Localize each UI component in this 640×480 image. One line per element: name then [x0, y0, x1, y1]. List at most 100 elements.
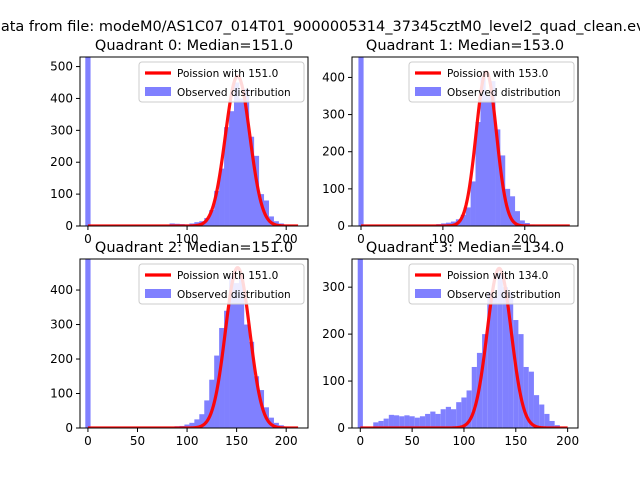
histogram-bar	[258, 194, 265, 226]
plot-content	[357, 259, 569, 428]
subplot-title: Quadrant 2: Median=151.0	[95, 240, 293, 256]
x-tick-label: 200	[556, 434, 579, 448]
histogram-bar	[233, 283, 240, 428]
axes-frame	[351, 258, 579, 429]
histogram-bar	[480, 77, 486, 226]
histogram-bar	[229, 276, 235, 428]
legend-label-observed: Observed distribution	[447, 289, 561, 301]
plot-content	[85, 259, 299, 428]
y-tick-label: 0	[65, 421, 73, 435]
histogram-bar	[357, 259, 363, 428]
histogram-bar	[492, 296, 498, 428]
histogram-bar	[456, 402, 462, 428]
legend-label-poisson: Poission with 151.0	[177, 270, 278, 282]
x-tick-label: 100	[176, 434, 199, 448]
histogram-bar	[409, 416, 415, 428]
histogram-bar	[393, 415, 400, 428]
legend-label-observed: Observed distribution	[177, 87, 291, 99]
x-tick-label: 50	[404, 434, 419, 448]
histogram-bar	[461, 397, 467, 428]
subplot-2: 0 50 100 150 200 0 100 200 300 400 Poission with 1…	[50, 258, 309, 448]
histogram-bar	[358, 57, 364, 226]
y-tick-label: 400	[50, 91, 73, 105]
axes-frame	[79, 56, 309, 227]
histogram-bar	[209, 379, 215, 428]
histogram-bar	[194, 419, 200, 428]
legend: Poission with 153.0 Observed distribution	[408, 61, 575, 103]
histogram-bar	[451, 409, 457, 428]
y-tick-label: 100	[322, 374, 345, 388]
histogram-bar	[199, 414, 205, 428]
subplot-3: 0 50 100 150 200 0 100 200 300 Poission with 134.…	[322, 258, 579, 448]
y-tick-label: 100	[50, 187, 73, 201]
x-tick-label: 100	[431, 232, 454, 246]
y-tick-label: 300	[50, 123, 73, 137]
histogram-bar	[549, 420, 555, 428]
y-tick-label: 100	[50, 387, 73, 401]
x-tick-label: 0	[357, 232, 365, 246]
histogram-bar	[189, 422, 195, 428]
y-tick-label: 100	[322, 182, 345, 196]
histogram-bar	[475, 122, 481, 226]
histogram-bar	[243, 324, 250, 428]
histogram-bar	[485, 96, 491, 226]
y-tick-label: 200	[50, 352, 73, 366]
y-tick-label: 0	[337, 421, 345, 435]
histogram-bar	[508, 291, 514, 428]
histogram-bar	[253, 155, 260, 226]
legend: Poission with 151.0 Observed distribution	[138, 61, 305, 103]
x-tick-label: 150	[504, 434, 527, 448]
x-tick-label: 0	[356, 434, 364, 448]
x-tick-label: 0	[84, 232, 92, 246]
histogram-bar	[487, 291, 493, 428]
histogram-bar	[248, 136, 255, 226]
histogram-bar	[238, 276, 245, 428]
legend-label-poisson: Poission with 153.0	[447, 68, 548, 80]
histogram-bar	[509, 196, 516, 226]
histogram-bar	[399, 416, 405, 428]
histogram-bar	[482, 334, 488, 428]
histogram-bar	[388, 414, 394, 428]
subplot-title: Quadrant 1: Median=153.0	[366, 38, 564, 54]
poisson-curve	[359, 266, 569, 428]
histogram-bar	[539, 404, 545, 428]
legend-label-poisson: Poission with 134.0	[447, 270, 548, 282]
histogram-bar	[373, 422, 379, 428]
legend-box	[138, 61, 305, 103]
histogram-bar	[229, 111, 235, 226]
histogram-bar	[378, 420, 384, 428]
legend: Poission with 134.0 Observed distribution	[408, 263, 575, 305]
y-tick-label: 400	[322, 70, 345, 84]
legend-label-poisson: Poission with 151.0	[177, 68, 278, 80]
histogram-bar	[85, 259, 91, 428]
legend-box	[408, 61, 575, 103]
histogram-bar	[219, 327, 225, 428]
legend-box	[138, 263, 305, 305]
y-tick-label: 300	[322, 108, 345, 122]
x-tick-label: 50	[130, 434, 145, 448]
histogram-bar	[404, 415, 410, 428]
histogram-bar	[414, 417, 420, 428]
histogram-bar	[383, 418, 389, 428]
histogram-bar	[204, 400, 210, 428]
axes-frame	[351, 56, 579, 227]
histogram-bar	[445, 406, 452, 428]
histogram-bar	[219, 168, 225, 226]
y-tick-label: 500	[50, 60, 73, 74]
x-tick-label: 200	[275, 232, 298, 246]
y-tick-label: 300	[322, 280, 345, 294]
histogram-bar	[533, 395, 540, 428]
histogram-bar	[465, 207, 471, 226]
x-tick-label: 150	[225, 434, 248, 448]
subplot-0: 0 100 200 0 100 200 300 400 500 Poission with 151…	[50, 56, 309, 246]
histogram-bar	[419, 416, 426, 428]
subplot-1: 0 100 200 0 100 200 300 400 Poission with 153.0 O…	[322, 56, 579, 246]
y-tick-label: 200	[50, 155, 73, 169]
histogram-bar	[440, 409, 446, 428]
histogram-bar	[523, 366, 529, 428]
legend: Poission with 151.0 Observed distribution	[138, 263, 305, 305]
plot-content	[358, 57, 571, 226]
histogram-bar	[214, 190, 220, 226]
legend-patch-swatch	[415, 289, 441, 298]
